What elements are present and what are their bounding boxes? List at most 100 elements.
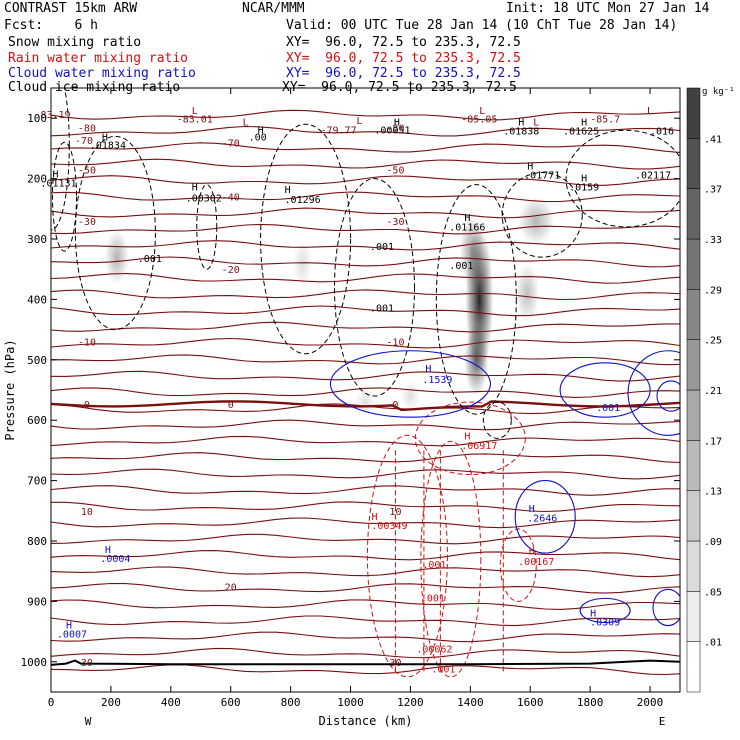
- legend-cloud-ice-name: Cloud ice mixing ratio: [8, 80, 181, 95]
- isotherm-line: [51, 599, 680, 610]
- rain-contour: [366, 434, 448, 678]
- colorbar-swatch: [686, 188, 701, 240]
- isotherm-label: -20: [222, 265, 240, 276]
- extremum-marker: H: [258, 125, 264, 136]
- isotherm-label: -80: [78, 123, 96, 134]
- x-tick-label: 1800: [577, 696, 604, 709]
- value-annotation: .0159: [569, 183, 599, 194]
- colorbar-label: .05: [704, 587, 722, 598]
- value-annotation: .0309: [590, 618, 620, 629]
- extremum-marker: H: [590, 609, 596, 620]
- x-tick-label: 200: [101, 696, 121, 709]
- value-annotation: .00062: [416, 645, 452, 656]
- value-annotation: .001: [370, 303, 394, 314]
- forecast-hour: Fcst: 6 h: [4, 18, 98, 33]
- x-tick-label: 400: [161, 696, 181, 709]
- extremum-marker: H: [581, 174, 587, 185]
- plot-area: [51, 88, 680, 678]
- cloud-water-contour: [579, 597, 631, 624]
- snow-shading: [515, 263, 540, 324]
- value-annotation: .01834: [90, 140, 126, 151]
- colorbar-unit: g kg⁻¹: [702, 87, 735, 97]
- colorbar-label: .41: [704, 134, 722, 145]
- cloud-water-contour: [656, 380, 680, 412]
- isotherm-line: [51, 468, 680, 480]
- colorbar-swatch: [686, 440, 701, 491]
- colorbar-label: .17: [704, 436, 722, 447]
- isotherm-label: 0: [84, 400, 90, 411]
- value-annotation: .01166: [449, 223, 485, 234]
- colorbar-swatch: [686, 540, 701, 592]
- value-annotation: -85.7: [590, 114, 620, 125]
- init-time: Init: 18 UTC Mon 27 Jan 14: [506, 1, 710, 16]
- value-annotation: .001: [431, 665, 455, 676]
- rain-contour: [414, 401, 526, 476]
- terrain-line: [51, 659, 680, 666]
- isotherm-label: 30: [81, 658, 93, 669]
- colorbar-swatch: [686, 289, 701, 340]
- extremum-marker: H: [285, 185, 291, 196]
- y-tick-label: 200: [27, 173, 47, 186]
- value-annotation: -79.77: [320, 125, 356, 136]
- extremum-marker: H: [529, 546, 535, 557]
- x-tick-label: 2000: [637, 696, 664, 709]
- value-annotation: .01296: [285, 195, 321, 206]
- value-annotation: .001: [138, 254, 162, 265]
- extremum-marker: L: [479, 106, 485, 117]
- isotherm-line: [51, 321, 680, 333]
- x-tick-label: 1600: [517, 696, 544, 709]
- value-annotation: .00349: [371, 521, 407, 532]
- value-annotation: .016: [650, 127, 674, 138]
- colorbar-label: .29: [704, 285, 722, 296]
- y-tick-label: 900: [27, 595, 47, 608]
- extremum-marker: H: [425, 364, 431, 375]
- value-annotation: .001: [422, 560, 446, 571]
- isotherm-label: -50: [78, 166, 96, 177]
- left-title: CONTRAST 15km ARW: [4, 1, 138, 16]
- snow-shading: [464, 323, 489, 397]
- value-annotation: .00167: [518, 557, 554, 568]
- isotherm-label: 10: [81, 507, 93, 518]
- cloud-water-contour: [559, 362, 651, 418]
- isotherm-line: [51, 109, 680, 121]
- colorbar-swatch: [686, 339, 701, 391]
- colorbar-label: .25: [704, 336, 722, 347]
- colorbar-label: .21: [704, 386, 722, 397]
- y-tick-label: 1000: [21, 656, 48, 669]
- isotherm-line: [51, 337, 680, 349]
- y-tick-label: 800: [27, 535, 47, 548]
- isotherm-line: [51, 664, 680, 676]
- isotherm-line: [51, 207, 680, 219]
- isotherm-line: [51, 631, 680, 643]
- snow-contour: [565, 129, 680, 228]
- y-tick-label: 300: [27, 233, 47, 246]
- isotherm-line: [51, 566, 680, 578]
- value-annotation: .02117: [635, 171, 671, 182]
- isotherm-label: 0: [228, 400, 234, 411]
- snow-shading: [104, 229, 129, 285]
- value-annotation: -70: [75, 136, 93, 147]
- snow-shading: [518, 196, 555, 246]
- value-annotation: .001: [370, 242, 394, 253]
- isotherm-line: [51, 452, 680, 464]
- value-annotation: .01838: [503, 127, 539, 138]
- extremum-marker: H: [394, 117, 400, 128]
- cloud-water-contour: [627, 350, 680, 436]
- colorbar-label: .37: [704, 185, 722, 196]
- value-annotation: .01131: [40, 178, 76, 189]
- isotherm-line: [51, 533, 680, 545]
- value-annotation: .01771: [524, 171, 560, 182]
- freezing-level-line: [51, 400, 680, 412]
- x-axis-label: Distance (km): [319, 714, 413, 728]
- extremum-marker: L: [533, 117, 539, 128]
- isotherm-label: 30: [389, 658, 401, 669]
- snow-contour: [74, 135, 156, 331]
- extremum-marker: H: [464, 213, 470, 224]
- snow-contour: [260, 123, 352, 355]
- extremum-marker: L: [356, 116, 362, 127]
- isotherm-line: [51, 435, 680, 447]
- rain-contour: [420, 440, 482, 678]
- isotherm-line: [51, 550, 680, 561]
- extremum-marker: H: [464, 432, 470, 443]
